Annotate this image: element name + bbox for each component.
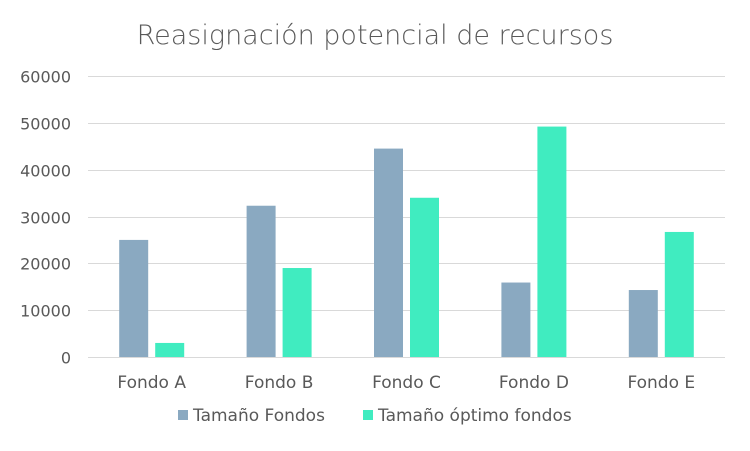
x-category-label: Fondo B <box>245 373 314 393</box>
bar-tamano-fondos <box>628 290 658 357</box>
gridlines <box>88 76 725 358</box>
bars <box>119 126 694 357</box>
y-tick-label: 10000 <box>20 302 71 321</box>
chart-title: Reasignación potencial de recursos <box>137 20 614 51</box>
bar-tamano-fondos <box>501 282 531 357</box>
y-tick-label: 60000 <box>20 68 71 87</box>
y-tick-label: 50000 <box>20 115 71 134</box>
legend-swatch <box>178 410 188 420</box>
y-tick-label: 0 <box>61 349 71 368</box>
bar-tamano-optimo <box>664 231 694 357</box>
x-axis-categories: Fondo A Fondo B Fondo C Fondo D Fondo E <box>117 373 695 393</box>
y-tick-label: 30000 <box>20 209 71 228</box>
bar-tamano-optimo <box>537 126 567 357</box>
y-axis-ticks: 0 10000 20000 30000 40000 50000 60000 <box>20 68 71 368</box>
y-tick-label: 20000 <box>20 255 71 274</box>
bar-tamano-fondos <box>246 205 276 357</box>
legend: Tamaño Fondos Tamaño óptimo fondos <box>178 406 572 426</box>
bar-tamano-optimo <box>410 197 439 357</box>
x-category-label: Fondo C <box>372 373 441 393</box>
legend-swatch <box>363 410 373 420</box>
legend-label: Tamaño óptimo fondos <box>377 406 572 426</box>
bar-tamano-fondos <box>119 239 149 357</box>
bar-tamano-fondos <box>374 148 403 357</box>
x-category-label: Fondo A <box>117 373 186 393</box>
bar-tamano-optimo <box>155 342 185 357</box>
legend-label: Tamaño Fondos <box>192 406 325 426</box>
x-category-label: Fondo D <box>499 373 569 393</box>
bar-tamano-optimo <box>282 268 312 357</box>
x-category-label: Fondo E <box>627 373 695 393</box>
y-tick-label: 40000 <box>20 162 71 181</box>
